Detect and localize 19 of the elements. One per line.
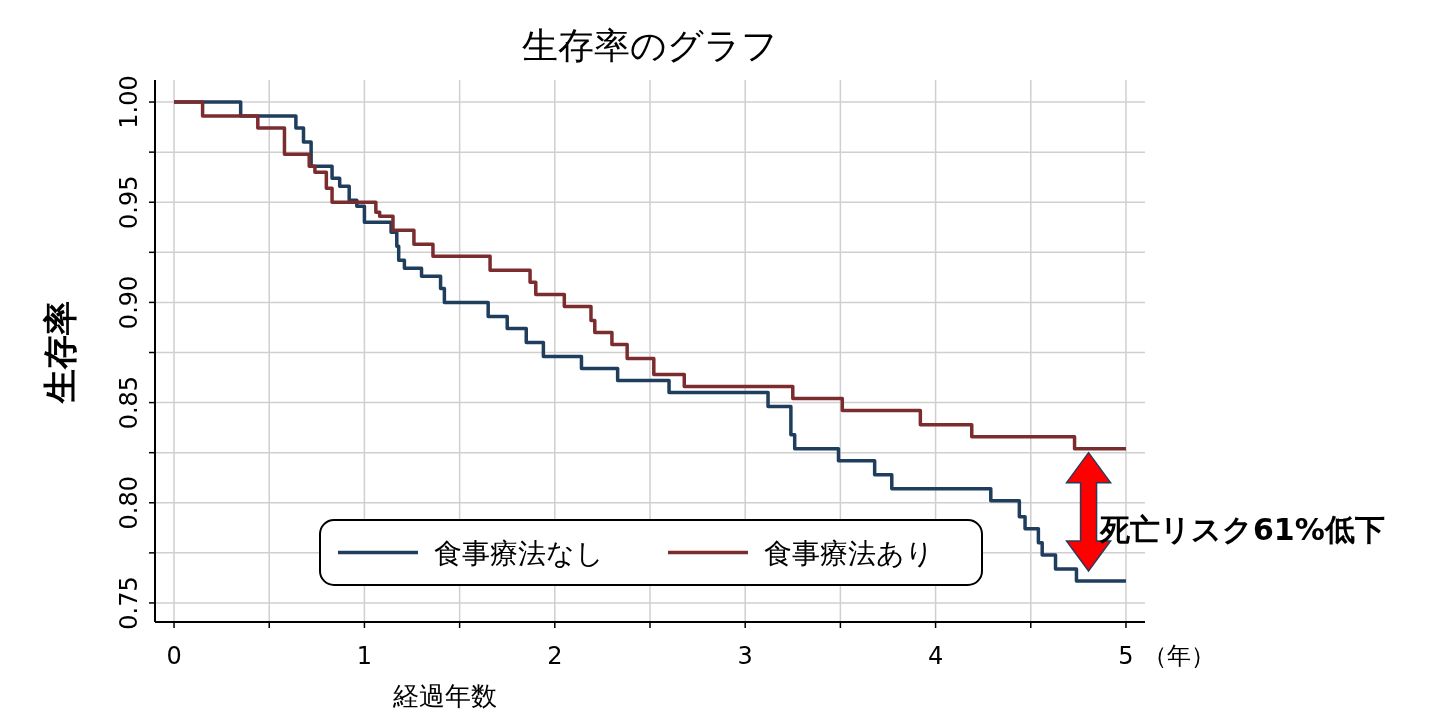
y-tick-label: 0.80 [115, 476, 143, 530]
x-tick-label: 4 [927, 642, 944, 670]
y-axis-title: 生存率 [40, 301, 80, 404]
y-tick-label: 0.85 [115, 375, 143, 430]
x-tick-label: 0 [166, 642, 182, 670]
x-tick-label: 3 [737, 642, 753, 670]
x-tick-label: 1 [356, 642, 373, 670]
text: （年） [1143, 642, 1215, 670]
y-tick-label: 0.95 [115, 175, 143, 229]
legend-label: 食事療法なし [434, 536, 604, 570]
y-tick-label: 0.90 [115, 275, 143, 330]
y-tick-label: 0.75 [115, 576, 143, 630]
annotation: 死亡リスク61%低下 [1099, 512, 1385, 547]
x-axis-title: 経過年数 [392, 681, 497, 711]
legend-label: 食事療法あり [764, 536, 934, 570]
x-tick-label: 2 [547, 642, 563, 670]
x-tick-label: 5 [1118, 642, 1134, 670]
y-tick-label: 1.00 [115, 75, 143, 129]
chart-title: 生存率のグラフ [522, 25, 778, 66]
